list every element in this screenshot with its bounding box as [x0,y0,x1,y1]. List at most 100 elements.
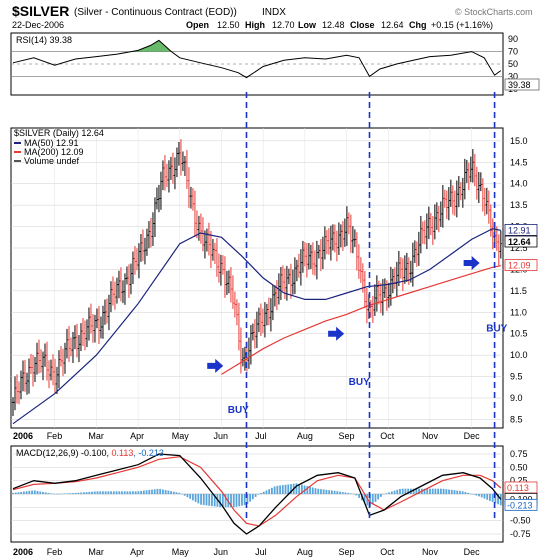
macd-signal-line [12,456,502,527]
macd-label: MACD(12,26,9) -0.100, 0.113, -0.213 [16,448,164,458]
chart-symbol: $SILVER [12,3,69,19]
x-axis-label: Sep [339,547,355,557]
price-value-tag-box [504,259,538,271]
x-axis-label: Aug [297,547,313,557]
svg-text:Chg: Chg [409,20,427,30]
macd-histogram-bar [472,494,475,495]
macd-histogram-bar [238,494,241,507]
macd-histogram-bar [254,494,257,497]
x-axis-label: Mar [88,431,104,441]
x-axis-label: Jul [255,431,267,441]
macd-histogram-bar [314,488,317,494]
macd-panel: MACD(12,26,9) -0.100, 0.113, -0.213 0.75… [10,445,538,543]
macd-histogram-bar [371,494,374,505]
macd-histogram-bar [213,494,216,507]
macd-histogram-bar [99,491,102,494]
macd-histogram-bar [407,488,410,494]
macd-tick-label: 0.50 [510,462,528,472]
svg-text:High: High [245,20,265,30]
macd-histogram-bar [77,492,80,494]
price-value-tag: 12.09 [504,259,538,271]
macd-histogram-bar [366,494,369,506]
macd-histogram-bar [181,494,183,495]
macd-histogram-bar [339,491,341,494]
x-axis-label: May [172,431,190,441]
macd-histogram-bar [44,492,47,494]
rsi-label: RSI(14) 39.38 [16,35,72,45]
macd-value-tag: 0.113 [504,481,538,494]
macd-histogram-bar [55,493,58,495]
macd-histogram-bar [273,486,276,494]
macd-histogram-bar [374,494,377,502]
macd-histogram-bar [393,490,396,494]
macd-histogram-bar [58,493,61,495]
macd-histogram-bar [271,487,273,494]
macd-histogram-bar [287,484,290,494]
x-axis-label: Jun [213,547,228,557]
macd-histogram-bar [63,493,66,494]
macd-histogram-bar [418,488,420,494]
x-axis-label: Mar [88,547,104,557]
ma200-line [221,265,501,375]
macd-histogram-bar [246,494,249,504]
macd-histogram-bar [311,487,314,494]
macd-histogram-bar [36,490,39,494]
chart-exchange: INDX [262,7,286,18]
macd-histogram-bar [104,491,107,494]
x-axis-label: Nov [422,431,439,441]
macd-histogram-bar [80,492,83,494]
macd-histogram-bar [232,494,235,508]
macd-histogram-bar [115,491,118,494]
macd-histogram-bar [202,494,205,506]
macd-histogram-bar [486,494,489,500]
macd-histogram-bar [42,491,44,494]
macd-histogram-bar [219,494,222,508]
macd-histogram-bar [175,492,178,494]
macd-histogram-bar [377,494,380,500]
macd-value-tag-text: -0.213 [507,500,533,510]
macd-histogram-bar [178,492,181,494]
rsi-overbought-fill [131,40,171,52]
macd-histogram-bar [208,494,211,506]
macd-histogram-bar [211,494,213,507]
macd-histogram-bar [491,494,494,503]
macd-histogram-bar [126,491,129,494]
macd-histogram-bar [445,489,448,494]
macd-histogram-bar [300,484,303,494]
legend-item: Volume undef [24,156,80,166]
price-panel: 15.014.514.013.513.012.512.011.511.010.5… [10,127,538,429]
legend-title: $SILVER (Daily) 12.64 [14,128,104,138]
macd-histogram-bar [475,494,478,496]
macd-histogram-bar [183,494,186,496]
macd-histogram-bar [74,492,77,494]
rsi-line [12,39,502,79]
x-axis-label: 2006 [13,431,33,441]
macd-histogram-bar [170,491,172,494]
macd-histogram-bar [439,488,442,494]
x-axis-label: Jun [213,431,228,441]
macd-histogram-bar [110,491,113,494]
macd-histogram-bar [265,490,268,494]
rsi-tick-label: 70 [508,47,518,57]
macd-histogram-bar [456,490,459,494]
chart-description: (Silver - Continuous Contract (EOD)) [74,7,237,18]
macd-histogram-bar [281,485,284,494]
macd-histogram-bar [344,492,347,494]
price-tick-label: 10.5 [510,329,528,339]
svg-text:12.50: 12.50 [217,20,240,30]
macd-histogram-bar [317,488,320,494]
x-axis-label: Feb [47,547,63,557]
macd-histogram-bar [142,490,145,494]
macd-histogram-bar [434,488,437,494]
x-axis-label: Jul [255,547,267,557]
macd-histogram-bar [167,490,170,494]
price-value-tag-text: 12.64 [508,237,531,247]
macd-line [12,453,502,535]
buy-label: BUY [228,405,249,416]
x-axis-label: Oct [380,547,395,557]
macd-histogram-bar [164,490,167,494]
macd-histogram-bar [151,489,153,494]
macd-histogram-bar [330,490,333,494]
buy-label: BUY [486,324,507,335]
price-tick-label: 14.5 [510,157,528,167]
